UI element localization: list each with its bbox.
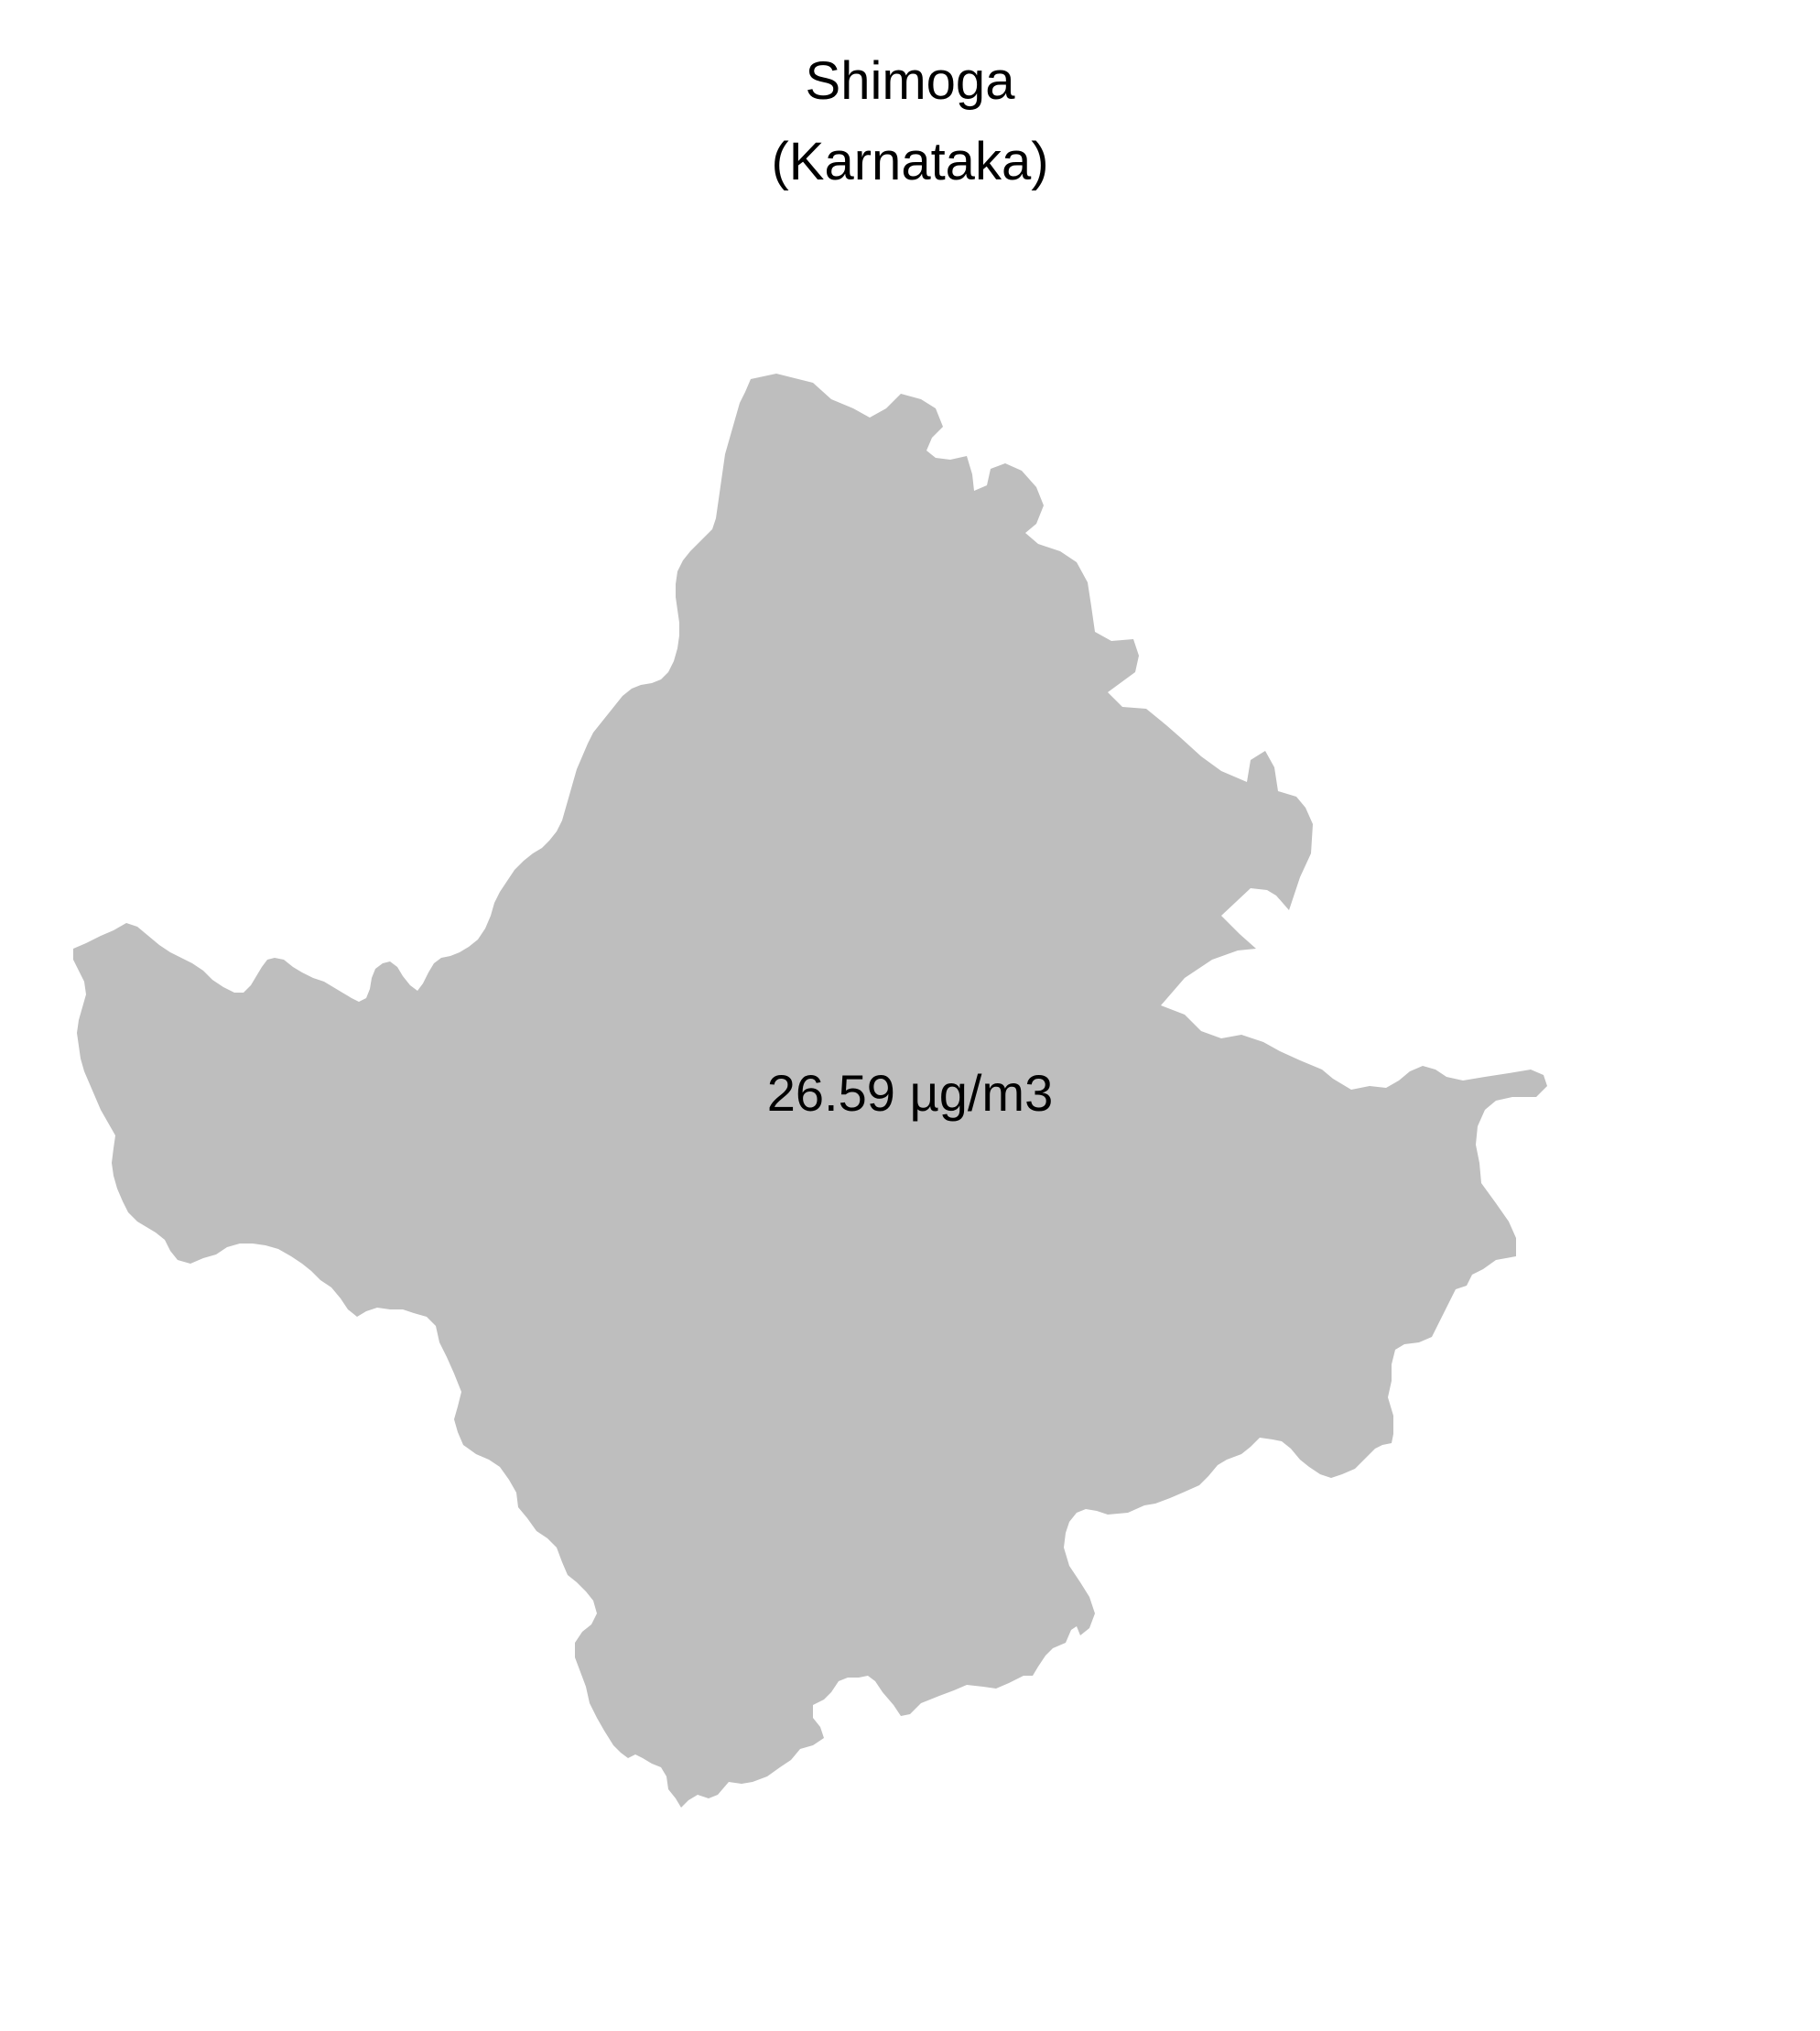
map-title-state: (Karnataka) xyxy=(771,132,1049,191)
map-title-district: Shimoga xyxy=(805,51,1015,111)
pollution-value-label: 26.59 µg/m3 xyxy=(766,1064,1054,1122)
district-boundary-shape xyxy=(73,374,1547,1808)
